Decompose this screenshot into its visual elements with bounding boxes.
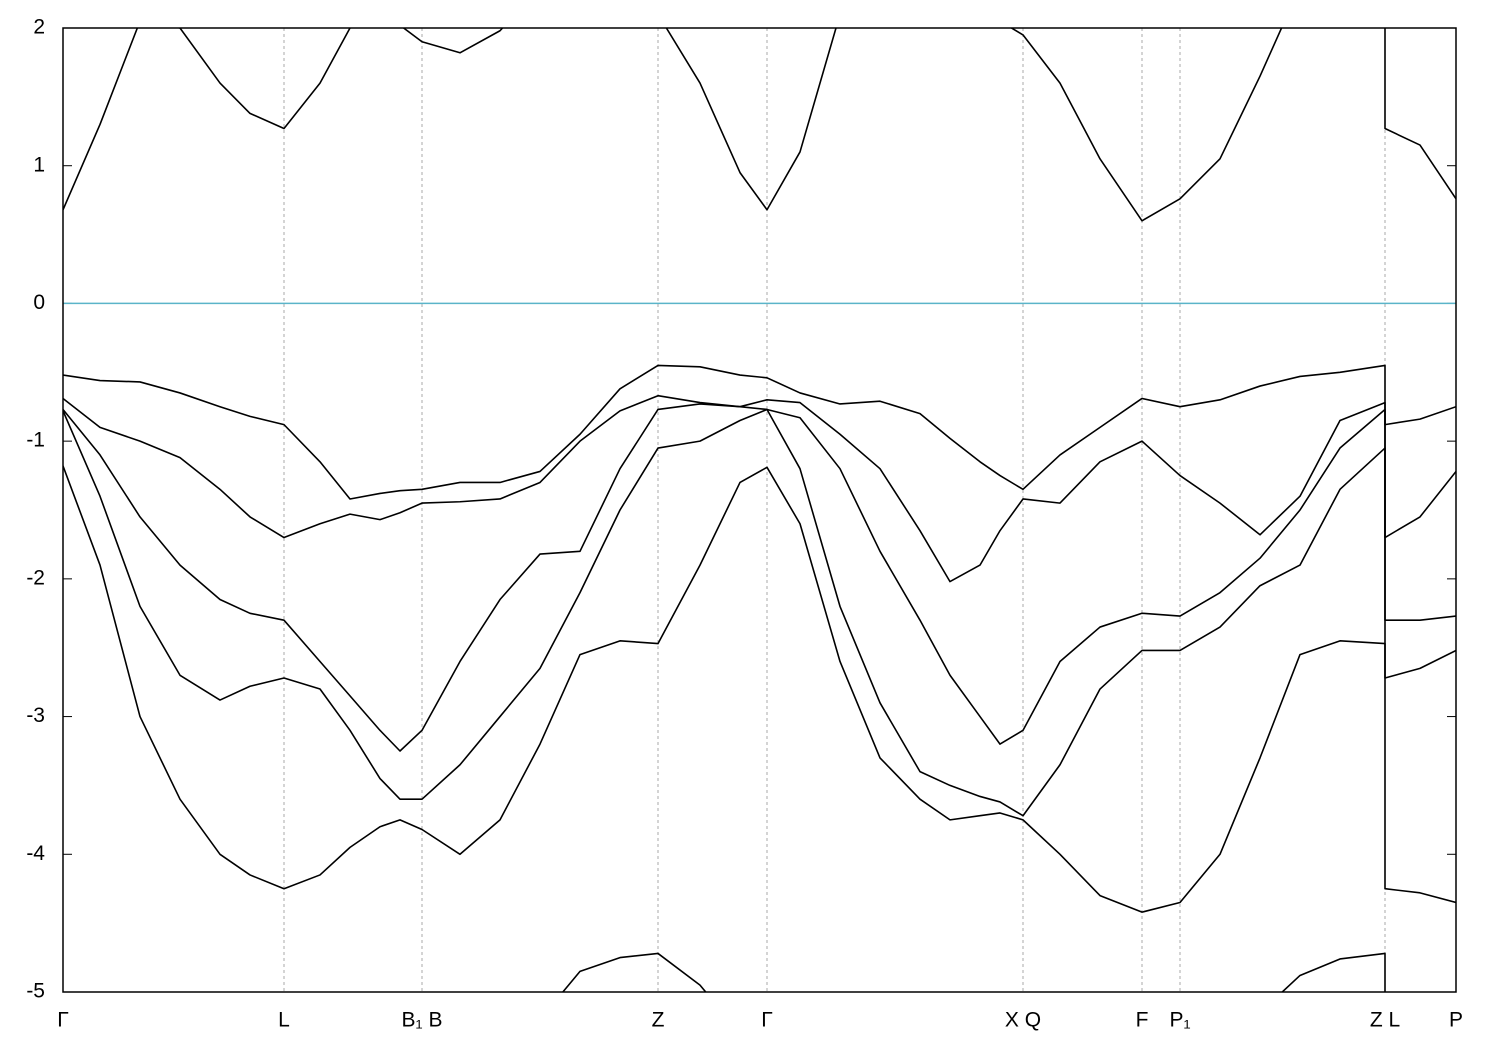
x-tick-label: Γ xyxy=(761,1009,773,1032)
y-tick-label: 0 xyxy=(33,291,45,314)
band-line xyxy=(63,394,1456,583)
band-line xyxy=(63,364,1456,500)
x-tick-label: X Q xyxy=(1005,1009,1041,1032)
x-tick-label: Z xyxy=(652,1009,665,1032)
plot-area xyxy=(63,28,1456,992)
band-line xyxy=(561,952,1386,992)
band-line xyxy=(63,403,1456,752)
y-tick-label: 2 xyxy=(33,16,45,39)
y-tick-label: -5 xyxy=(26,980,45,1003)
y-tick-label: 1 xyxy=(33,153,45,176)
y-tick-label: -2 xyxy=(26,566,45,589)
x-tick-label: Z L xyxy=(1370,1009,1400,1032)
plot-frame xyxy=(62,27,1457,993)
x-tick-label: P xyxy=(1449,1009,1463,1032)
x-tick-label: L xyxy=(278,1009,290,1032)
x-tick-label: P₁ xyxy=(1169,1009,1190,1032)
y-tick-label: -4 xyxy=(26,842,45,865)
x-tick-label: Γ xyxy=(57,1009,69,1032)
band-line xyxy=(63,408,1456,817)
band-line xyxy=(63,465,1456,913)
x-tick-label: B₁ B xyxy=(402,1009,443,1032)
band-line xyxy=(63,28,1456,222)
y-tick-label: -1 xyxy=(26,429,45,452)
x-tick-label: F xyxy=(1136,1009,1149,1032)
y-tick-label: -3 xyxy=(26,704,45,727)
